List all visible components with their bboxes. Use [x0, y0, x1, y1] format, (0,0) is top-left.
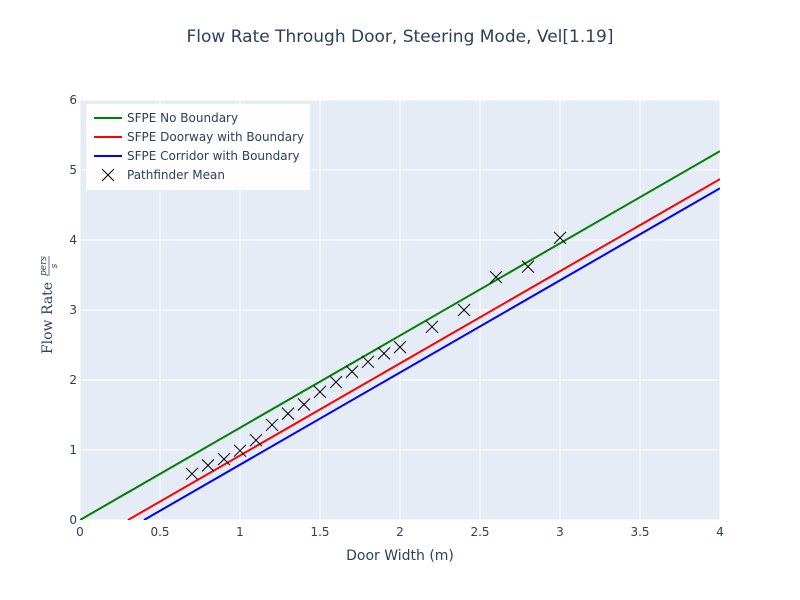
y-tick-label: 1	[69, 443, 77, 457]
data-point	[201, 459, 215, 472]
data-point	[457, 303, 471, 317]
y-axis-title-text: Flow Rate	[40, 282, 56, 354]
y-tick-label: 6	[69, 93, 77, 107]
x-tick-label: 3	[556, 525, 564, 539]
y-axis-unit-denominator: s	[50, 263, 60, 268]
data-point	[265, 418, 279, 432]
legend-label: Pathfinder Mean	[127, 168, 225, 182]
x-tick-label: 1.5	[310, 525, 329, 539]
data-point	[345, 365, 359, 378]
data-point	[553, 231, 567, 245]
y-tick-label: 2	[69, 373, 77, 387]
series-layer	[80, 150, 720, 520]
data-point	[297, 398, 311, 411]
x-tick-label: 2.5	[470, 525, 489, 539]
data-point	[393, 340, 407, 354]
y-tick-label: 4	[69, 233, 77, 247]
data-point	[185, 467, 199, 481]
data-point	[489, 270, 503, 284]
y-axis-title: Flow Rate pers s	[39, 256, 60, 354]
x-tick-label: 3.5	[630, 525, 649, 539]
x-axis-title: Door Width (m)	[346, 548, 454, 564]
legend-box	[86, 104, 310, 190]
x-axis-ticks: 0 0.5 1 1.5 2 2.5 3 3.5 4	[76, 525, 724, 539]
x-tick-label: 0.5	[150, 525, 169, 539]
data-point	[329, 375, 343, 389]
y-axis-ticks: 0 1 2 3 4 5 6	[69, 93, 77, 527]
x-tick-label: 4	[716, 525, 724, 539]
legend-label: SFPE No Boundary	[127, 111, 238, 125]
data-point	[313, 385, 327, 399]
x-tick-label: 2	[396, 525, 404, 539]
x-tick-label: 0	[76, 525, 84, 539]
data-point	[521, 260, 535, 273]
series-line-1	[127, 178, 720, 520]
data-point	[361, 355, 375, 369]
y-axis-unit-numerator: pers	[39, 256, 49, 276]
y-tick-label: 3	[69, 303, 77, 317]
chart-title: Flow Rate Through Door, Steering Mode, V…	[187, 27, 614, 47]
legend-label: SFPE Doorway with Boundary	[127, 130, 304, 144]
y-tick-label: 5	[69, 163, 77, 177]
series-line-0	[80, 150, 720, 520]
series-line-2	[143, 187, 720, 520]
data-point	[249, 433, 263, 447]
data-point	[233, 444, 247, 458]
data-point	[377, 347, 391, 360]
legend: SFPE No Boundary SFPE Doorway with Bounda…	[86, 104, 310, 190]
data-point	[425, 320, 439, 334]
legend-swatch	[101, 168, 115, 182]
x-tick-label: 1	[236, 525, 244, 539]
legend-label: SFPE Corridor with Boundary	[127, 149, 300, 163]
data-point	[281, 407, 295, 420]
y-tick-label: 0	[69, 513, 77, 527]
data-point	[217, 452, 231, 466]
